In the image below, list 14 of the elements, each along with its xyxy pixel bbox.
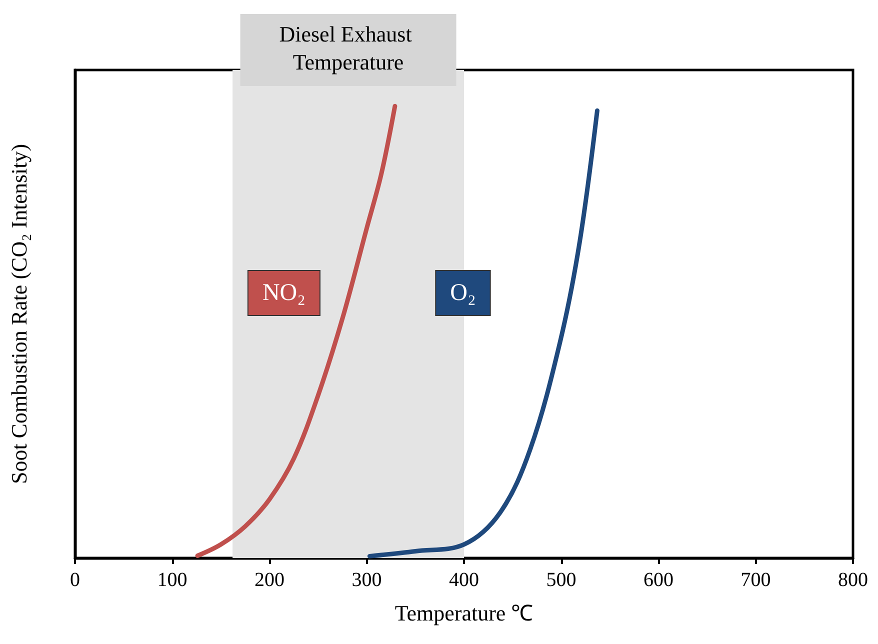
band-label: Diesel Exhaust Temperature: [279, 22, 418, 74]
x-tick-label: 100: [157, 569, 188, 591]
x-tick-label: 600: [644, 569, 674, 591]
x-tick-label: 800: [838, 569, 868, 591]
x-tick-label: 400: [449, 569, 479, 591]
x-tick-label: 0: [70, 569, 80, 591]
series-label: NO₂: [262, 280, 306, 306]
x-tick-label: 500: [546, 569, 576, 591]
y-axis-title: Soot Combustion Rate (CO₂ Intensity): [6, 144, 32, 484]
x-tick-label: 700: [740, 569, 771, 591]
x-axis-title: Temperature ℃: [394, 600, 534, 626]
x-tick-label: 200: [254, 569, 284, 591]
text: O₂: [450, 280, 476, 306]
x-tick-label: 300: [352, 569, 382, 591]
